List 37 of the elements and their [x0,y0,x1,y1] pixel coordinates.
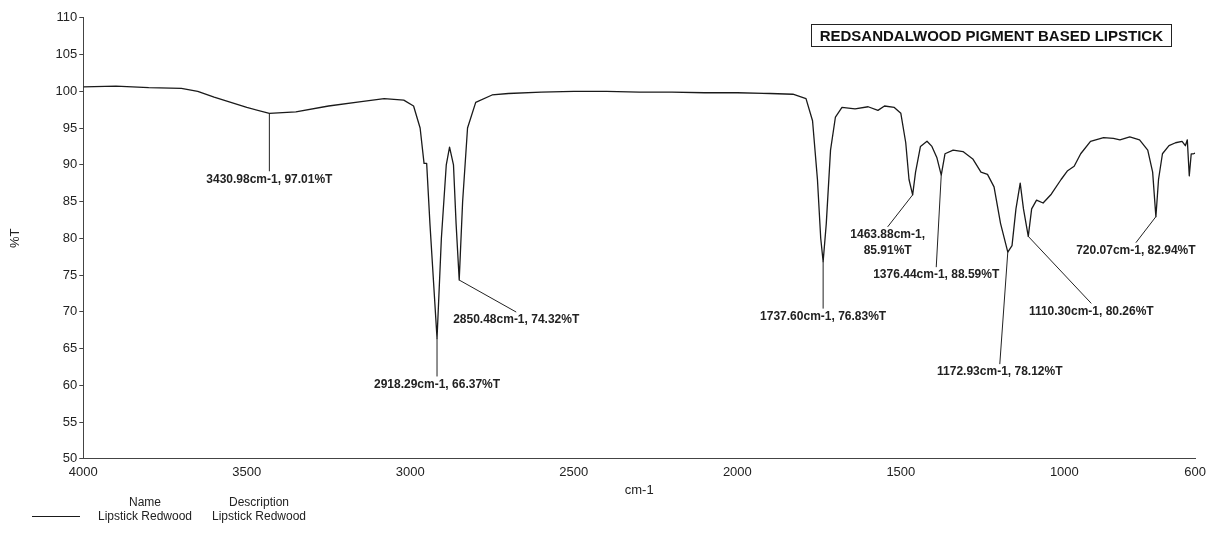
x-tick-label: 1000 [1049,464,1079,480]
annotation: 720.07cm-1, 82.94%T [1076,243,1197,257]
annotation: 1110.30cm-1, 80.26%T [1028,303,1155,318]
x-tick-label: 3500 [232,464,262,480]
y-tick-label: 70 [62,303,78,319]
annotation: 1376.44cm-1, 88.59%T [873,267,1000,282]
x-tick-label: 2000 [722,464,752,480]
annotation: 2850.48cm-1, 74.32%T [453,312,580,327]
y-tick-label: 105 [55,46,78,62]
y-tick-label: 80 [62,229,78,245]
y-tick-label: 95 [62,119,78,135]
annotation: 1172.93cm-1, 78.12%T [937,364,1064,379]
y-tick-label: 90 [62,156,78,172]
legend-label: Lipstick Redwood [96,509,194,523]
y-tick-label: 50 [62,450,78,466]
x-tick-label: 1500 [886,464,916,480]
y-tick-label: 65 [62,340,78,356]
y-tick-label: 75 [62,266,78,282]
text: Description [228,495,290,509]
legend-title: Name [128,495,162,509]
text: Lipstick Redwood [210,509,308,523]
annotation: 3430.98cm-1, 97.01%T [206,171,334,186]
y-tick-label: 60 [62,376,78,392]
x-tick-label: 3000 [395,464,425,480]
x-tick-label: 2500 [559,464,589,480]
annotation: 2918.29cm-1, 66.37%T [373,376,501,391]
y-tick-label: 100 [55,82,78,98]
y-tick-label: 85 [62,193,78,209]
annotation: 1463.88cm-1, 85.91%T [850,227,926,258]
y-tick-label: 110 [56,9,78,25]
y-tick-label: 55 [62,413,78,429]
annotation: 1737.60cm-1, 76.83%T [760,308,887,323]
x-tick-label: 4000 [68,464,98,480]
y-axis-title: %T [7,228,23,249]
x-tick-label: 600 [1184,464,1207,480]
text: REDSANDALWOOD PIGMENT BASED LIPSTICK [810,24,1172,47]
x-axis-title: cm-1 [624,481,654,497]
